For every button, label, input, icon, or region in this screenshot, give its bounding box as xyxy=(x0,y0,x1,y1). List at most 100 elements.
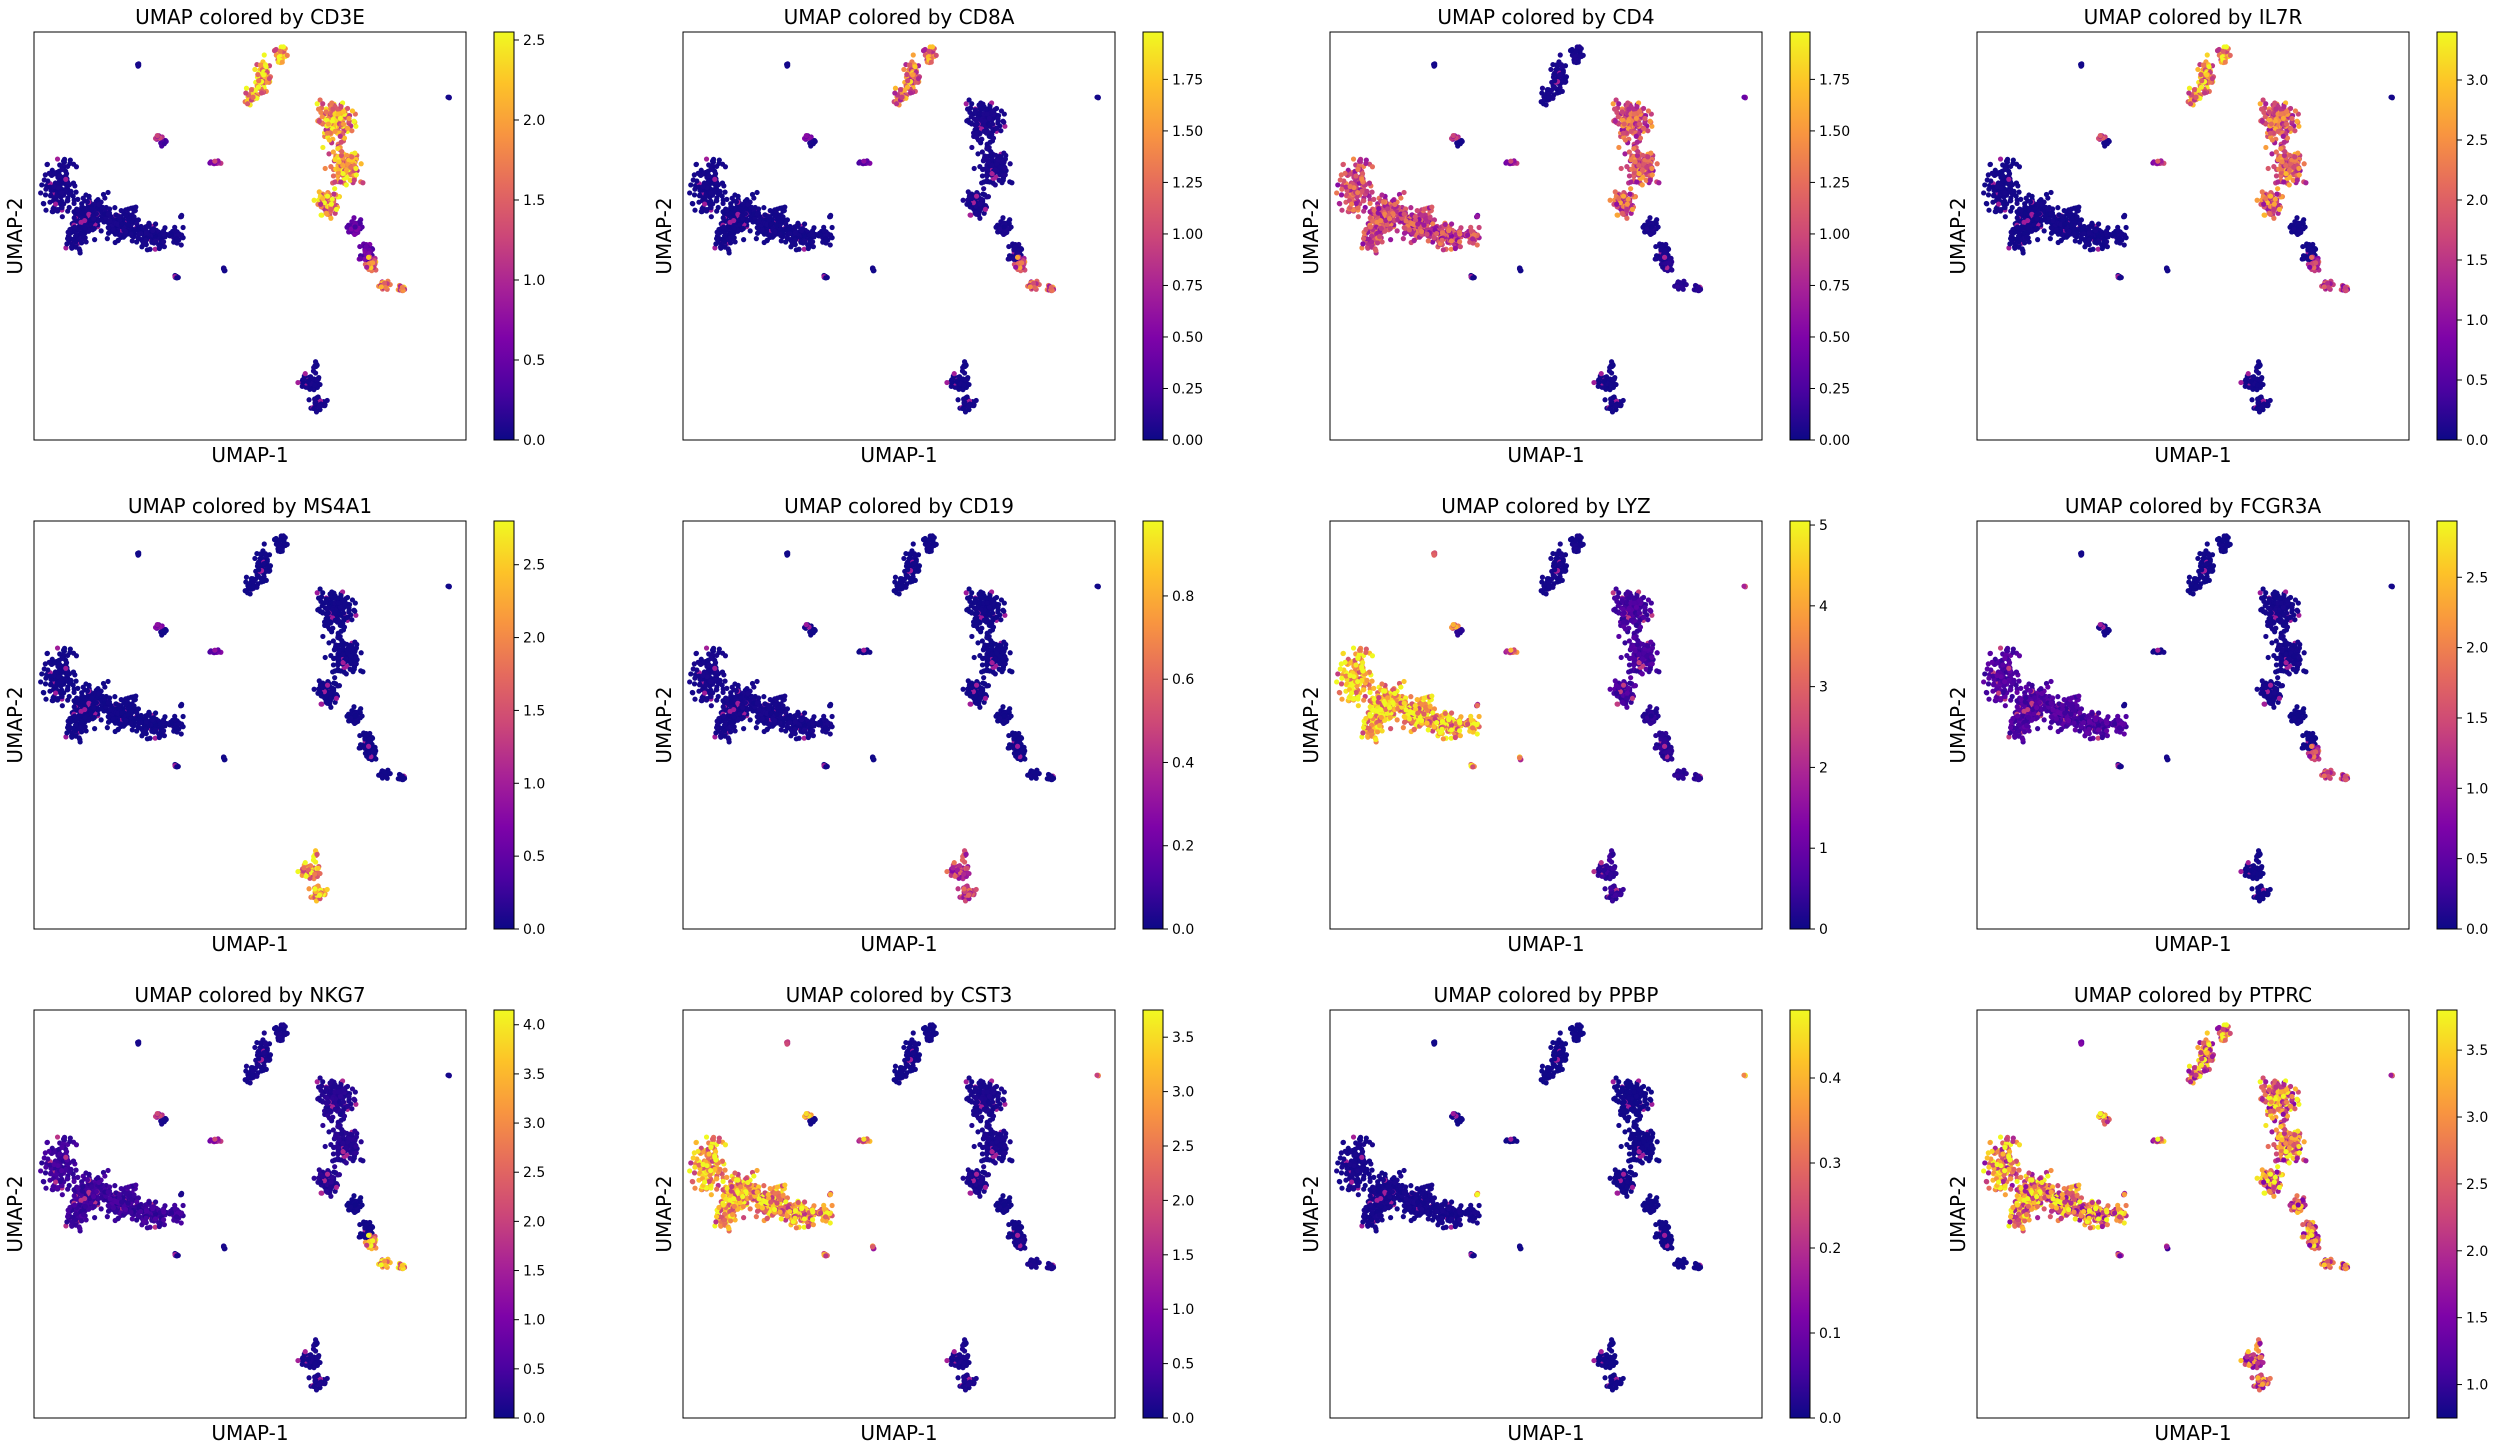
cell-point xyxy=(1378,225,1384,232)
cell-point xyxy=(2041,228,2047,234)
cell-point xyxy=(339,149,345,155)
cell-point xyxy=(961,382,967,388)
cell-point xyxy=(98,228,104,234)
cell-point xyxy=(963,362,969,369)
cell-point xyxy=(1387,225,1393,232)
cell-point xyxy=(995,115,1001,122)
cell-point xyxy=(1557,72,1563,78)
cell-point xyxy=(1439,237,1445,243)
cell-point xyxy=(1647,177,1653,183)
cell-point xyxy=(320,195,326,202)
cell-point xyxy=(143,237,149,243)
cell-point xyxy=(827,213,834,220)
cell-point xyxy=(954,378,961,384)
cell-point xyxy=(892,90,898,96)
y-axis-label: UMAP-2 xyxy=(3,197,27,274)
cell-point xyxy=(915,75,922,82)
cell-point xyxy=(1000,118,1006,124)
cell-point xyxy=(74,218,80,224)
cell-point xyxy=(2014,200,2020,206)
cell-point xyxy=(266,75,273,82)
cell-point xyxy=(315,376,321,382)
cell-point xyxy=(1546,94,1552,100)
cell-point xyxy=(733,199,740,205)
cell-point xyxy=(1611,376,1617,382)
colorbar-tick-label: 0.00 xyxy=(1172,433,1203,449)
cell-point xyxy=(740,216,746,222)
cell-point xyxy=(325,121,331,127)
cell-point xyxy=(172,224,178,231)
cell-point xyxy=(712,176,718,182)
cell-point xyxy=(982,206,989,213)
cell-point xyxy=(1678,284,1685,291)
cell-point xyxy=(706,200,712,207)
cell-point xyxy=(338,139,344,145)
cell-point xyxy=(777,231,783,237)
cell-point xyxy=(59,205,65,211)
cell-point xyxy=(330,149,336,155)
cell-point xyxy=(1741,94,1747,100)
cell-point xyxy=(41,177,47,183)
colorbar xyxy=(1789,31,1811,441)
cell-point xyxy=(53,201,59,207)
cell-point xyxy=(261,52,267,58)
cell-point xyxy=(994,125,1000,131)
cell-point xyxy=(765,214,771,220)
cell-point xyxy=(1624,201,1630,207)
cell-point xyxy=(1371,196,1377,202)
cell-point xyxy=(353,165,359,172)
cell-point xyxy=(243,85,250,91)
cell-point xyxy=(899,94,905,100)
cell-point xyxy=(150,228,156,234)
cell-point xyxy=(102,195,108,201)
cell-point xyxy=(724,196,730,202)
cell-point xyxy=(351,118,357,124)
cell-point xyxy=(1614,109,1620,115)
cell-point xyxy=(690,177,696,183)
cell-point xyxy=(992,167,998,173)
cell-point xyxy=(133,204,139,210)
axes-frame xyxy=(33,31,467,441)
cell-point xyxy=(1355,166,1361,173)
cell-point xyxy=(1421,206,1427,212)
cell-point xyxy=(2011,188,2017,194)
cell-point xyxy=(933,52,939,58)
cell-point xyxy=(926,48,932,54)
cell-point xyxy=(1614,201,1620,207)
cell-point xyxy=(320,144,326,151)
cell-point xyxy=(280,44,287,50)
cell-point xyxy=(1627,191,1633,197)
cell-point xyxy=(731,225,737,232)
cell-point xyxy=(1360,241,1366,247)
cell-point xyxy=(901,66,907,73)
scatter-points xyxy=(1334,44,1748,415)
cell-point xyxy=(1666,260,1672,266)
cell-point xyxy=(1602,397,1608,403)
cell-point xyxy=(965,189,971,195)
cell-point xyxy=(944,379,950,386)
cell-point xyxy=(115,238,121,244)
cell-point xyxy=(759,227,766,233)
cell-point xyxy=(80,205,86,212)
cell-point xyxy=(75,196,81,202)
cell-point xyxy=(1401,189,1407,196)
cell-point xyxy=(792,237,798,243)
cell-point xyxy=(129,238,135,244)
cell-point xyxy=(1985,192,1992,198)
cell-point xyxy=(1986,207,1992,213)
cell-point xyxy=(338,103,344,110)
cell-point xyxy=(1644,164,1650,170)
cell-point xyxy=(1641,125,1647,131)
cell-point xyxy=(1539,85,1546,91)
cell-point xyxy=(910,72,916,78)
cell-point xyxy=(1562,75,1569,82)
cell-point xyxy=(75,207,81,214)
cell-point xyxy=(144,247,150,253)
cell-point xyxy=(1355,214,1361,220)
cell-point xyxy=(152,238,159,244)
scatter-points xyxy=(1981,44,2395,415)
cell-point xyxy=(1361,208,1367,214)
cell-point xyxy=(960,197,966,203)
cell-point xyxy=(893,101,900,107)
cell-point xyxy=(1007,161,1013,167)
